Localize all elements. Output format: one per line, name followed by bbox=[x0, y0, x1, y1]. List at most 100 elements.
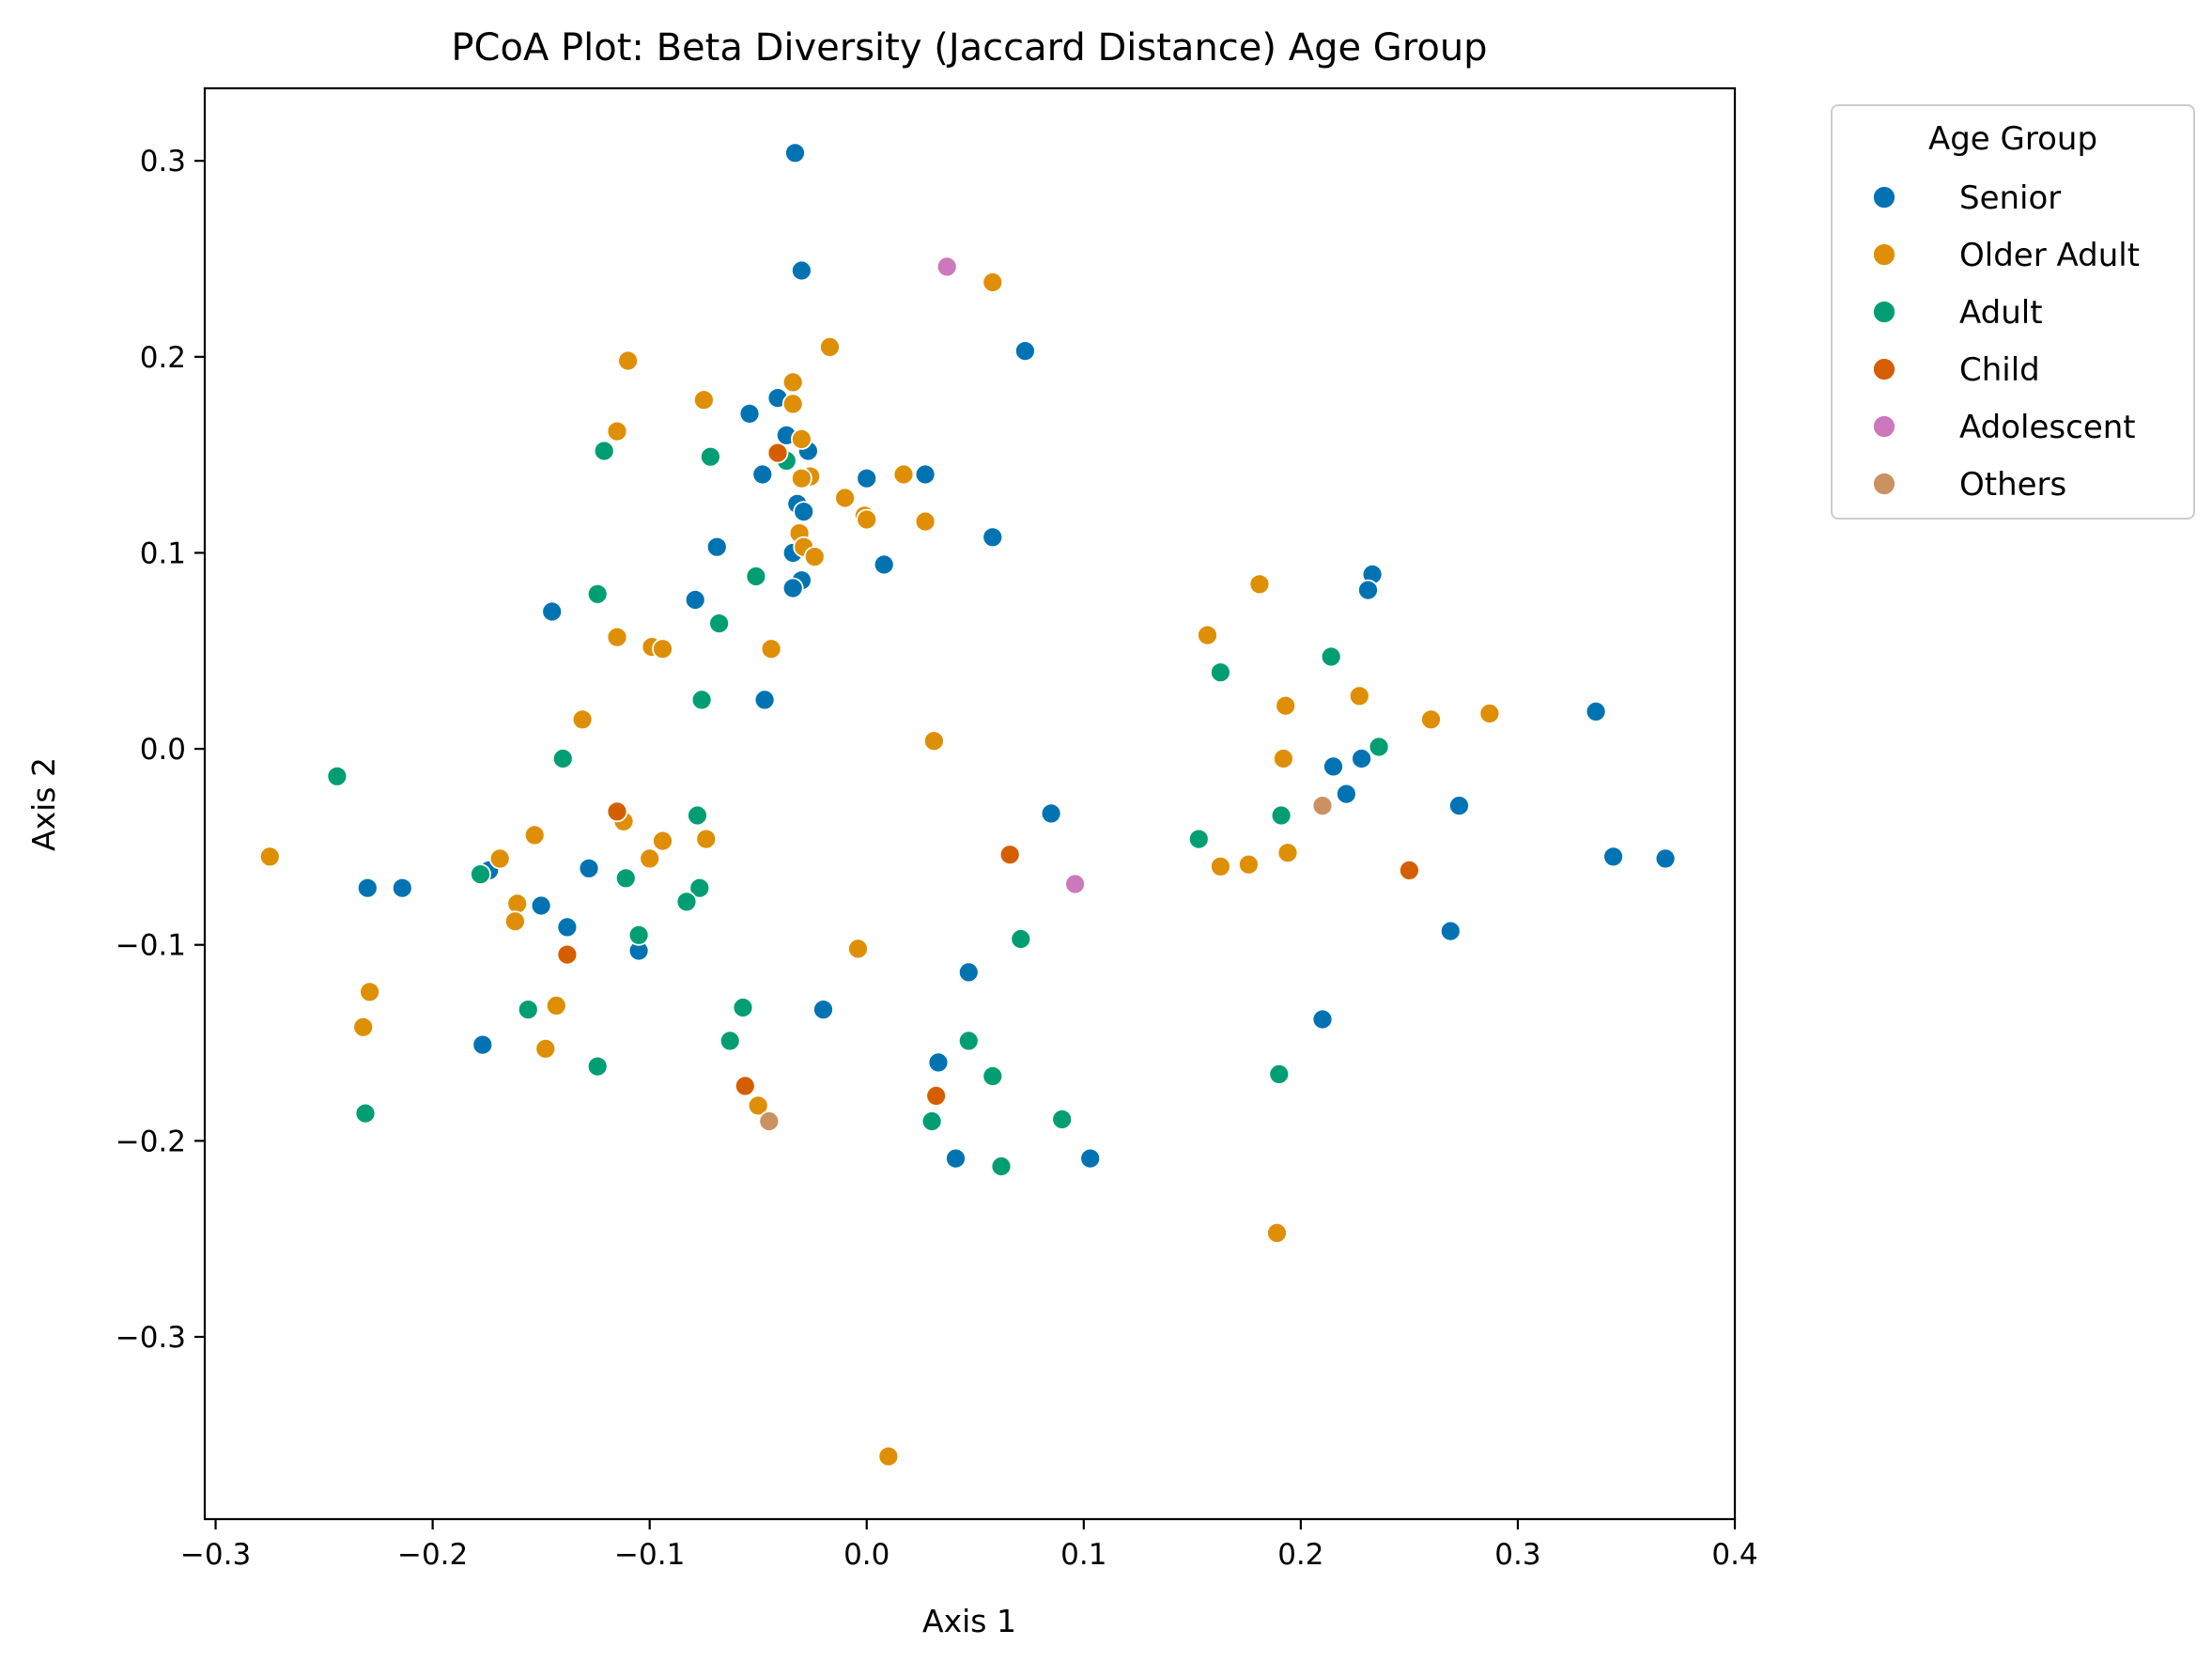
data-point bbox=[593, 440, 615, 462]
data-point bbox=[982, 1065, 1004, 1087]
data-point bbox=[571, 708, 594, 731]
data-point bbox=[1051, 1109, 1074, 1130]
y-tick-label: 0.1 bbox=[140, 536, 186, 570]
data-point bbox=[877, 1445, 900, 1467]
data-point bbox=[326, 765, 348, 787]
data-point bbox=[391, 877, 413, 899]
data-point bbox=[617, 349, 639, 372]
data-point bbox=[793, 501, 815, 522]
data-point bbox=[586, 1055, 609, 1078]
data-point bbox=[819, 335, 841, 358]
data-point bbox=[734, 1075, 756, 1097]
legend-marker bbox=[1872, 185, 1896, 210]
data-point bbox=[708, 613, 730, 634]
data-point bbox=[684, 589, 706, 611]
data-point bbox=[1448, 795, 1470, 816]
data-point bbox=[998, 844, 1021, 866]
data-point bbox=[675, 891, 698, 913]
legend-label: Older Adult bbox=[1959, 237, 2140, 274]
y-tick-label: 0.2 bbox=[140, 341, 186, 375]
data-points bbox=[258, 142, 1677, 1467]
data-point bbox=[1270, 804, 1292, 827]
data-point bbox=[688, 877, 711, 899]
x-tick-label: 0.1 bbox=[1060, 1538, 1106, 1572]
data-point bbox=[578, 857, 600, 879]
data-point bbox=[1079, 1147, 1102, 1170]
data-point bbox=[1311, 1008, 1334, 1031]
data-point bbox=[506, 893, 529, 915]
legend-marker bbox=[1872, 357, 1896, 381]
y-tick-label: −0.1 bbox=[116, 929, 186, 963]
x-tick-label: −0.1 bbox=[614, 1538, 685, 1572]
data-point bbox=[920, 1110, 943, 1132]
data-point bbox=[1336, 783, 1357, 805]
data-point bbox=[258, 846, 281, 868]
data-point bbox=[687, 804, 708, 827]
data-point bbox=[614, 867, 637, 890]
y-tick-label: −0.3 bbox=[116, 1321, 186, 1355]
legend-marker bbox=[1872, 300, 1896, 324]
data-point bbox=[1357, 579, 1379, 601]
data-point bbox=[914, 463, 936, 486]
x-tick-label: −0.2 bbox=[397, 1538, 468, 1572]
legend-label: Child bbox=[1959, 351, 2040, 389]
y-tick-label: 0.3 bbox=[140, 145, 186, 179]
data-point bbox=[982, 272, 1004, 293]
y-tick-label: 0.0 bbox=[140, 733, 186, 767]
data-point bbox=[990, 1156, 1013, 1177]
data-point bbox=[1602, 846, 1624, 868]
data-point bbox=[1420, 708, 1442, 731]
legend-marker bbox=[1872, 242, 1896, 267]
data-point bbox=[753, 689, 776, 711]
data-point bbox=[856, 467, 878, 489]
data-point bbox=[892, 463, 915, 486]
data-point bbox=[541, 600, 564, 623]
data-point bbox=[1187, 828, 1210, 850]
data-point bbox=[1276, 842, 1299, 864]
data-point bbox=[1266, 1222, 1288, 1244]
data-point bbox=[1197, 624, 1218, 646]
data-point bbox=[1238, 853, 1260, 876]
data-point bbox=[1368, 736, 1390, 758]
data-point bbox=[606, 626, 628, 648]
plot-area-frame bbox=[203, 86, 1737, 1521]
data-point bbox=[1348, 685, 1370, 707]
data-point bbox=[719, 1030, 741, 1052]
y-tick-label: −0.2 bbox=[116, 1125, 186, 1158]
data-point bbox=[1275, 694, 1297, 717]
data-point bbox=[784, 142, 806, 164]
data-point bbox=[1311, 795, 1334, 816]
data-point bbox=[1323, 755, 1344, 778]
data-point bbox=[923, 730, 945, 753]
y-axis-title: Axis 2 bbox=[25, 757, 62, 851]
data-point bbox=[517, 999, 539, 1020]
data-point bbox=[1585, 701, 1607, 722]
data-point bbox=[945, 1147, 967, 1170]
data-point bbox=[470, 863, 491, 885]
data-point bbox=[472, 1033, 494, 1056]
data-point bbox=[751, 463, 774, 486]
x-axis-ticks: −0.3 −0.2 −0.1 0.0 0.1 0.2 0.3 0.4 bbox=[180, 1519, 1758, 1572]
data-point bbox=[627, 924, 650, 946]
data-point bbox=[488, 847, 511, 870]
data-point bbox=[732, 997, 754, 1018]
data-point bbox=[352, 1016, 375, 1038]
y-axis-ticks: −0.3 −0.2 −0.1 0.0 0.1 0.2 0.3 bbox=[116, 145, 205, 1355]
data-point bbox=[791, 427, 812, 450]
data-point bbox=[639, 847, 661, 870]
data-point bbox=[847, 938, 869, 960]
data-point bbox=[766, 442, 789, 464]
data-point bbox=[791, 467, 812, 489]
data-point bbox=[1320, 645, 1342, 668]
data-point bbox=[791, 259, 812, 282]
data-point bbox=[556, 916, 579, 939]
data-point bbox=[652, 638, 673, 660]
data-point bbox=[1399, 860, 1420, 881]
data-point bbox=[982, 526, 1004, 549]
data-point bbox=[523, 824, 546, 846]
data-point bbox=[606, 800, 628, 823]
data-point bbox=[1010, 928, 1032, 950]
data-point bbox=[1040, 802, 1062, 825]
data-point bbox=[1014, 340, 1036, 363]
legend-marker bbox=[1872, 414, 1896, 439]
